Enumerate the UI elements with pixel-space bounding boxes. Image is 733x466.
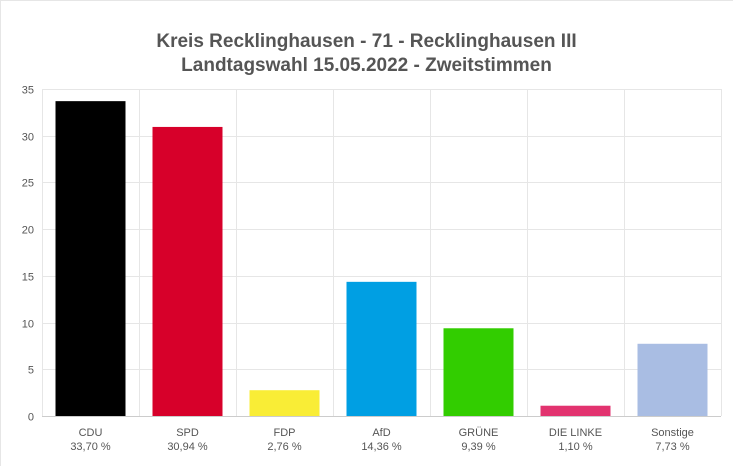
x-value-label: 33,70 % [70,441,111,453]
x-category-label: FDP [274,427,296,439]
x-category-label: SPD [176,427,199,439]
chart-title: Kreis Recklinghausen - 71 - Recklinghaus… [156,31,577,52]
x-category-label: AfD [372,427,390,439]
y-tick-label: 20 [22,225,34,237]
x-value-label: 2,76 % [267,441,301,453]
x-category-label: Sonstige [651,427,694,439]
x-category-label: CDU [79,427,103,439]
x-axis: CDU 33,70 % SPD 30,94 % FDP 2,76 % AfD 14,36 % G… [42,416,721,453]
y-axis: 0 5 10 15 20 25 30 35 [22,85,34,424]
y-tick-label: 35 [22,85,34,97]
bar-spd [152,126,223,416]
y-tick-label: 10 [22,319,34,331]
x-value-label: 14,36 % [361,441,402,453]
bar-sonstige [637,343,708,416]
x-category-label: GRÜNE [459,427,499,439]
x-value-label: 9,39 % [461,441,495,453]
chart-subtitle: Landtagswahl 15.05.2022 - Zweitstimmen [181,55,552,76]
x-value-label: 1,10 % [558,441,592,453]
y-tick-label: 25 [22,178,34,190]
bar-afd [346,281,417,416]
y-tick-label: 30 [22,132,34,144]
bar-gr-ne [443,328,514,416]
bars [55,101,708,416]
x-value-label: 7,73 % [655,441,689,453]
bar-cdu [55,101,126,416]
bar-die-linke [540,405,611,416]
x-category-label: DIE LINKE [549,427,602,439]
y-tick-label: 15 [22,272,34,284]
y-tick-label: 5 [28,365,34,377]
x-value-label: 30,94 % [167,441,208,453]
y-tick-label: 0 [28,412,34,424]
bar-fdp [249,390,320,416]
